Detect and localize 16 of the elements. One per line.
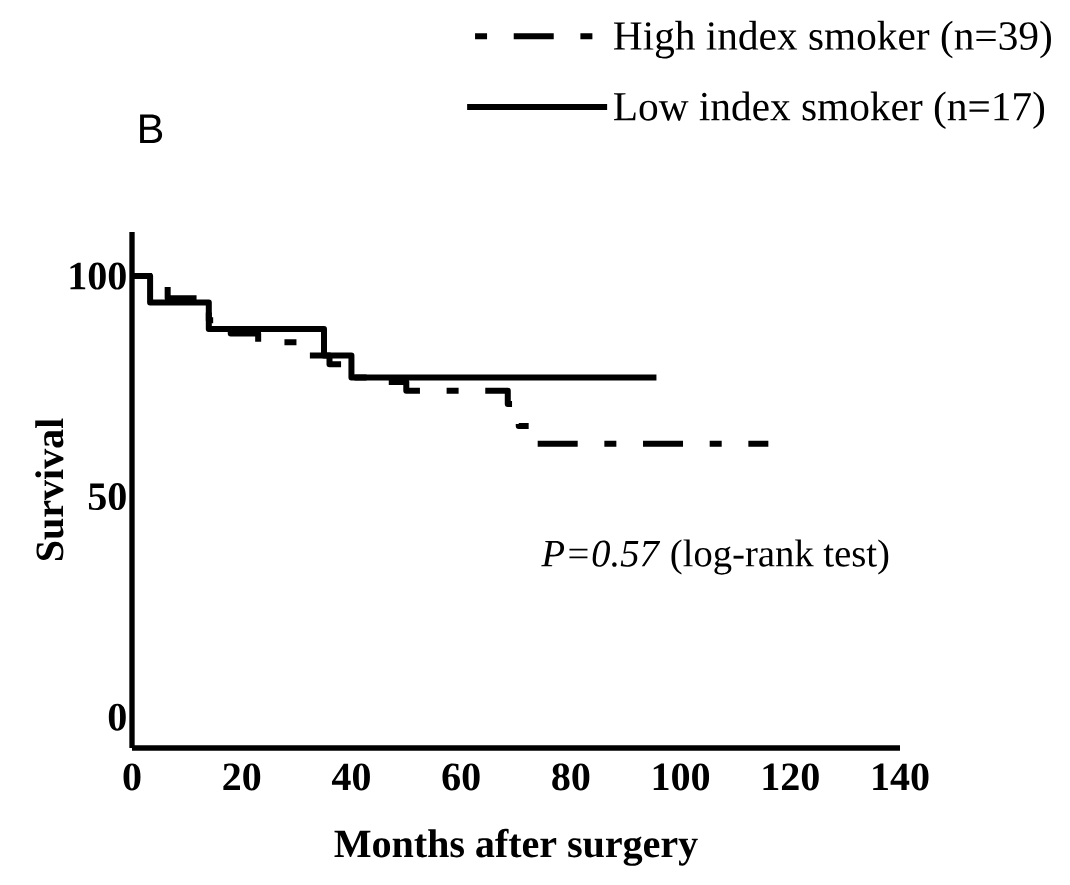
y-tick-label: 100: [70, 262, 126, 290]
y-tick-label: 50: [88, 483, 126, 511]
x-tick-label: 40: [331, 763, 370, 791]
x-tick-label: 60: [442, 763, 480, 791]
x-axis-title: Months after surgery: [334, 828, 698, 866]
y-axis-title: Survival: [35, 418, 64, 561]
x-tick-label: 20: [223, 763, 261, 791]
x-tick-label: 120: [763, 763, 819, 791]
x-tick-label: 80: [552, 763, 590, 791]
annotation: P=0.57 (log-rank test): [541, 539, 889, 575]
x-tick-label: 140: [873, 763, 929, 791]
legend-label: High index smoker (n=39): [613, 20, 1051, 59]
text: B: [140, 114, 163, 144]
legend-label: Low index smoker (n=17): [613, 91, 1045, 130]
y-tick-label: 0: [108, 703, 126, 731]
x-tick-label: 100: [653, 763, 710, 791]
